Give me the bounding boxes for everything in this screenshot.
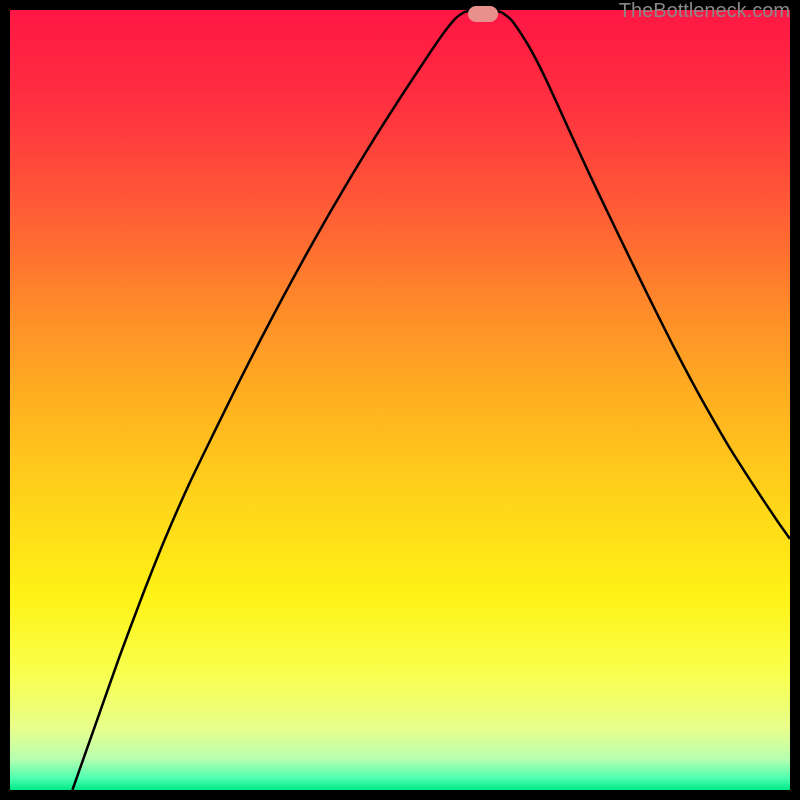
chart-container: TheBottleneck.com xyxy=(0,0,800,800)
gradient-background xyxy=(10,10,790,790)
minimum-marker xyxy=(468,6,498,22)
watermark-text: TheBottleneck.com xyxy=(619,0,790,23)
plot-area xyxy=(10,10,790,790)
